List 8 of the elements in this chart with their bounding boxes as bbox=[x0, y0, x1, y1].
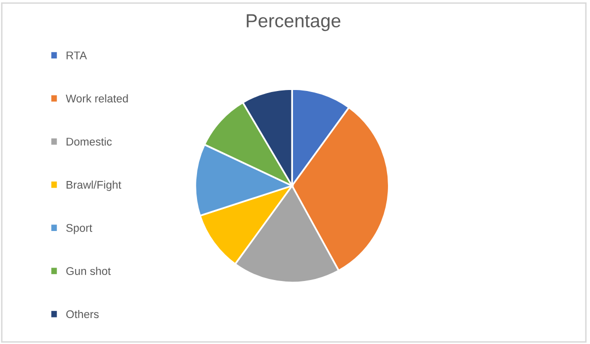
chart-title: Percentage bbox=[246, 14, 340, 32]
legend-label: Gun shot bbox=[66, 266, 111, 276]
legend-label: Sport bbox=[66, 224, 92, 234]
legend-label: Work related bbox=[66, 94, 128, 102]
legend-label: RTA bbox=[66, 52, 87, 60]
legend-label: Domestic bbox=[66, 137, 112, 146]
legend-label: Brawl/Fight bbox=[66, 180, 122, 191]
legend-label: Others bbox=[66, 310, 99, 318]
